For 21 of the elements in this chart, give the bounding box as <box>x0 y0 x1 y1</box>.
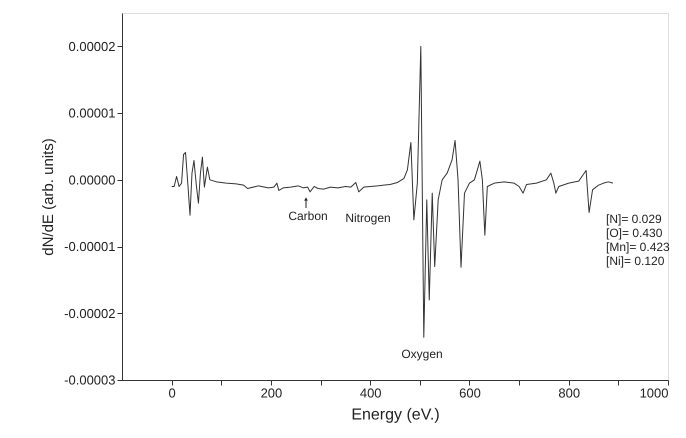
annotation: [O]= 0.430 <box>606 226 663 240</box>
x-tick-label: 200 <box>260 386 282 400</box>
x-axis-title: Energy (eV.) <box>351 406 440 424</box>
y-tick-label: 0.00000 <box>68 172 116 188</box>
y-tick-label: 0.00002 <box>68 38 116 54</box>
x-tick-label: 600 <box>459 386 481 400</box>
y-tick-label: -0.00002 <box>64 306 116 321</box>
annotation: [Ni]= 0.120 <box>606 254 665 268</box>
annotation: [N]= 0.029 <box>606 212 662 226</box>
y-tick-label: -0.00003 <box>64 372 116 388</box>
y-axis-title: dN/dE (arb. units) <box>40 138 58 256</box>
x-tick-label: 0 <box>168 386 176 400</box>
x-tick-label: 800 <box>558 386 580 400</box>
x-tick-label: 400 <box>360 386 382 400</box>
x-tick-label: 1000 <box>640 386 668 400</box>
annotation: Carbon <box>288 209 328 223</box>
y-tick-label: 0.00001 <box>68 106 116 121</box>
annotation: Oxygen <box>401 347 443 361</box>
y-tick-label: -0.00001 <box>64 239 116 254</box>
annotation: Nitrogen <box>345 211 391 225</box>
annotation: [Mn]= 0.423 <box>606 240 670 254</box>
